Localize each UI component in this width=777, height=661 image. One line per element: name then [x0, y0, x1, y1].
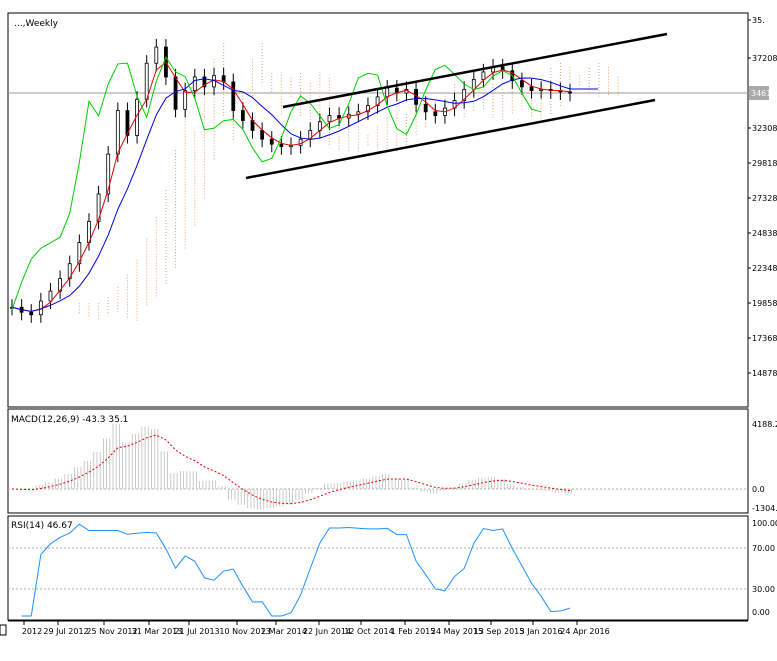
x-tick-label: 22 Jun 2014: [303, 627, 351, 636]
candle-body: [77, 242, 82, 265]
macd-panel-frame: [7, 408, 749, 514]
candle-body: [67, 263, 72, 280]
candle-body: [471, 79, 476, 90]
main-y-axis: 35. 37208 32308 29818 27328 24838 22348 19858 17…: [748, 16, 777, 378]
candle-body: [327, 115, 332, 123]
macd-histogram: [16, 424, 573, 510]
y-tick-label: 22348: [752, 264, 777, 273]
candle-body: [375, 96, 380, 106]
main-panel-frame: [7, 12, 749, 408]
y-tick-label: 19858: [752, 299, 777, 308]
candle-body: [529, 86, 534, 92]
candle-body: [106, 153, 111, 195]
y-tick-label: 37208: [752, 54, 777, 63]
macd-panel: MACD(12,26,9) -43.3 35.1 4188.2 0.0 -130…: [7, 408, 777, 514]
rsi-tick-30: 30.00: [752, 585, 775, 594]
candle-body: [192, 76, 197, 92]
y-tick-label: 14878: [752, 369, 777, 378]
candle-body: [96, 193, 101, 222]
rsi-tick-100: 100.00: [752, 519, 777, 528]
x-tick-label: 29 Jul 2012: [43, 627, 88, 636]
rsi-label: RSI(14) 46.67: [11, 521, 73, 531]
candle-body: [337, 115, 342, 119]
candle-body: [433, 111, 438, 116]
main-title: ...,Weekly: [14, 19, 59, 29]
candle-body: [260, 130, 265, 140]
y-tick-label: 35.: [752, 16, 765, 25]
macd-signal-line: [11, 434, 571, 505]
channel-upper-line: [282, 32, 668, 109]
channel-lower-line: [245, 98, 656, 180]
x-tick-label: 1 Feb 2015: [391, 627, 436, 636]
y-tick-label: 24838: [752, 229, 777, 238]
macd-tick-top: 4188.2: [752, 420, 777, 429]
candle-body: [269, 138, 274, 145]
rsi-line: [21, 523, 571, 617]
candle-body: [462, 88, 467, 101]
macd-label: MACD(12,26,9) -43.3 35.1: [11, 415, 128, 425]
rsi-tick-70: 70.00: [752, 544, 775, 553]
candle-body: [385, 87, 390, 98]
candle-body: [423, 103, 428, 113]
candle-body: [366, 105, 370, 113]
rsi-panel: RSI(14) 46.67 100.00 70.00 30.00 0.00: [7, 515, 777, 621]
x-tick-label: 21 Jul 2013: [174, 627, 219, 636]
current-price-label: 34610: [751, 89, 776, 98]
y-tick-label: 27328: [752, 194, 777, 203]
left-edge-marker: [0, 624, 7, 636]
candle-body: [173, 76, 178, 110]
kijun-line: [11, 77, 598, 312]
x-tick-label: 2 Mar 2014: [261, 627, 307, 636]
rsi-tick-0: 0.00: [752, 608, 770, 617]
tenkan-line: [11, 61, 571, 312]
y-tick-label: 32308: [752, 124, 777, 133]
candle-body: [202, 76, 207, 88]
candle-body: [115, 110, 120, 155]
candle-body: [183, 90, 188, 110]
candle-body: [240, 110, 245, 121]
x-tick-label: 24 May 2015: [431, 627, 483, 636]
current-price-box: [749, 86, 769, 100]
y-tick-label: 17368: [752, 334, 777, 343]
x-tick-label: 13 Sep 2015: [474, 627, 525, 636]
candle-body: [29, 311, 34, 316]
main-price-panel: ...,Weekly 35. 37208 32308 29818 27328 24838 2…: [7, 12, 777, 408]
candle-body: [279, 143, 284, 148]
x-tick-label: 24 Apr 2016: [560, 627, 609, 636]
candle-body: [125, 110, 130, 136]
candle-body: [48, 290, 53, 302]
candle-body: [481, 71, 486, 80]
candle-body: [58, 278, 63, 292]
x-tick-label: 10 Nov 2013: [219, 627, 270, 636]
x-tick-label: 31 Mar 2013: [132, 627, 183, 636]
x-tick-label: 2012: [22, 627, 42, 636]
candle-body: [38, 300, 43, 316]
rsi-panel-frame: [7, 515, 749, 621]
candle-body: [144, 62, 149, 100]
candle-body: [154, 46, 159, 64]
macd-tick-bottom: -1304.2: [752, 504, 777, 513]
candle-body: [519, 80, 524, 88]
chikou-line: [11, 56, 542, 310]
macd-tick-zero: 0.0: [752, 485, 765, 494]
y-tick-label: 29818: [752, 159, 777, 168]
candle-body: [298, 138, 303, 146]
x-tick-label: 3 Jan 2016: [520, 627, 563, 636]
x-tick-label: 25 Nov 2012: [86, 627, 137, 636]
candle-body: [231, 81, 236, 111]
x-tick-label: 12 Oct 2014: [344, 627, 393, 636]
